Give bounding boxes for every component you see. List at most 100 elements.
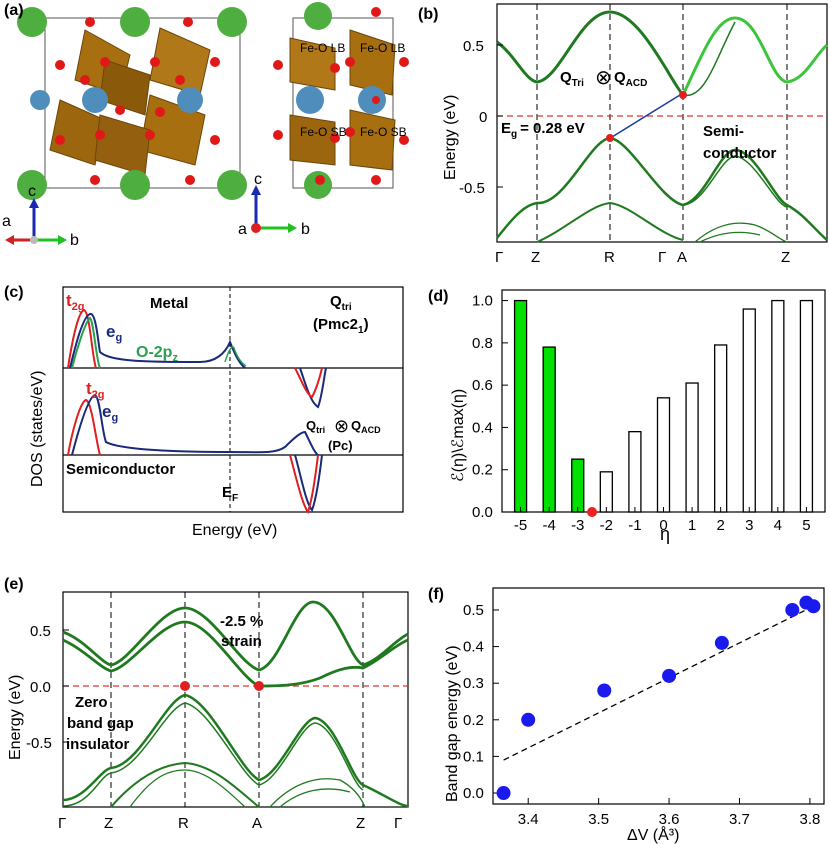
c-ylabel: DOS (states/eV) bbox=[29, 371, 46, 487]
b-annot-semi-2: conductor bbox=[703, 145, 776, 162]
b-ytick-1: 0.5 bbox=[463, 38, 484, 55]
c-top-title: Metal bbox=[150, 295, 188, 312]
atom-label-4: Fe-O SB bbox=[360, 125, 407, 139]
crystal-right-cell bbox=[273, 2, 409, 199]
d-xtick-label: 1 bbox=[688, 517, 696, 534]
e-ytick-3: -0.5 bbox=[26, 735, 52, 752]
c-bot-title: Semiconductor bbox=[66, 461, 175, 478]
d-transition-marker bbox=[587, 507, 598, 517]
panel-a-label: (a) bbox=[4, 2, 24, 19]
c-bot-t2g: t2g bbox=[86, 379, 105, 401]
d-ytick-label: 0.4 bbox=[472, 419, 493, 436]
d-xtick-label: -3 bbox=[571, 517, 584, 534]
bar-eta--2 bbox=[599, 471, 613, 513]
bar-eta--4 bbox=[542, 346, 556, 513]
scatter-chart-f: Band gap energy (eV) ΔV (Å³) 0.0 0.1 0.2 0.… bbox=[444, 587, 825, 844]
d-ytick-label: 0.2 bbox=[472, 462, 493, 479]
c-ef-label: EF bbox=[222, 484, 238, 504]
b-annot-otimes: ⊗ bbox=[595, 65, 612, 89]
f-ytick-label: 0.1 bbox=[463, 748, 484, 765]
panel-a: (a) bbox=[0, 0, 415, 255]
d-ytick-label: 0.0 bbox=[472, 504, 493, 521]
bar-chart-d: ℰ(η)\ℰmax(η) η 0.0 0.2 0.4 0.6 0.8 1.0 -5 -4 -3… bbox=[450, 289, 826, 544]
axes-triad-right: c a b bbox=[238, 171, 310, 238]
b-kpoint-3: R bbox=[604, 249, 615, 266]
atom-label-3: Fe-O SB bbox=[300, 125, 347, 139]
f-ytick-label: 0.0 bbox=[463, 785, 484, 802]
e-ylabel: Energy (eV) bbox=[7, 675, 24, 760]
f-data-point bbox=[597, 683, 612, 698]
f-data-point bbox=[806, 599, 821, 614]
f-xtick-label: 3.7 bbox=[729, 811, 750, 828]
e-annot-zero-1: Zero bbox=[75, 694, 108, 711]
f-data-point bbox=[496, 786, 511, 801]
b-annot-semi-1: Semi- bbox=[703, 123, 744, 140]
e-kpoint-3: R bbox=[178, 815, 189, 832]
atom-label-2: Fe-O LB bbox=[360, 41, 405, 55]
f-ytick-label: 0.3 bbox=[463, 675, 484, 692]
b-kpoint-6: Z bbox=[781, 249, 790, 266]
c-bot-q2: QACD bbox=[351, 418, 381, 435]
b-annot-qacd: QACD bbox=[614, 69, 647, 89]
b-annot-qtri: QTri bbox=[560, 69, 584, 89]
band-structure-e: 0.5 0.0 -0.5 Energy (eV) Γ Z R A Z Γ -2.… bbox=[7, 591, 409, 832]
f-xtick-label: 3.8 bbox=[799, 811, 820, 828]
bar-eta-0 bbox=[656, 397, 671, 513]
b-kpoint-4: Γ bbox=[658, 249, 666, 266]
b-kpoint-2: Z bbox=[531, 249, 540, 266]
d-xtick-label: -4 bbox=[542, 517, 555, 534]
d-xtick-label: -5 bbox=[514, 517, 527, 534]
e-kpoint-1: Γ bbox=[58, 815, 66, 832]
panel-c: (c) DOS (states/eV) Energy (eV) EF Metal… bbox=[0, 282, 415, 547]
c-top-group: (Pmc21) bbox=[313, 316, 369, 336]
e-kpoint-6: Γ bbox=[394, 815, 402, 832]
atom-label-1: Fe-O LB bbox=[300, 41, 345, 55]
f-xtick-label: 3.6 bbox=[659, 811, 680, 828]
f-ytick-label: 0.2 bbox=[463, 712, 484, 729]
d-xtick-label: -2 bbox=[600, 517, 613, 534]
c-bot-eg: eg bbox=[102, 402, 118, 424]
axis-a-right: a bbox=[238, 221, 247, 238]
d-xtick-label: 4 bbox=[774, 517, 782, 534]
e-marker-r bbox=[180, 681, 190, 691]
f-data-point bbox=[785, 602, 800, 617]
crystal-structure-image: Fe-O LB Fe-O LB Fe-O SB Fe-O SB c a b c … bbox=[2, 2, 409, 249]
bar-eta-2 bbox=[714, 344, 728, 513]
d-xlabel: η bbox=[660, 524, 670, 544]
b-kpoint-1: Γ bbox=[495, 249, 503, 266]
b-annot-gap: Eg = 0.28 eV bbox=[501, 120, 585, 140]
b-kpoint-5: A bbox=[677, 249, 687, 266]
d-ylabel: ℰ(η)\ℰmax(η) bbox=[450, 389, 467, 482]
e-annot-zero-2: band gap bbox=[67, 715, 134, 732]
panel-d-label: (d) bbox=[428, 288, 449, 305]
panel-d: (d) ℰ(η)\ℰmax(η) η 0.0 0.2 0.4 0.6 0.8 1.0 -5… bbox=[415, 282, 830, 547]
d-xtick-label: -1 bbox=[628, 517, 641, 534]
b-ytick-3: -0.5 bbox=[459, 180, 485, 197]
e-annot-strain-2: strain bbox=[221, 633, 262, 650]
e-kpoint-4: A bbox=[252, 815, 262, 832]
f-ytick-label: 0.5 bbox=[463, 602, 484, 619]
d-xtick-label: 0 bbox=[659, 517, 667, 534]
axis-c-left: c bbox=[28, 183, 36, 200]
f-xtick-label: 3.4 bbox=[518, 811, 539, 828]
axis-b-right: b bbox=[301, 221, 310, 238]
c-xlabel: Energy (eV) bbox=[192, 522, 277, 539]
b-ylabel: Energy (eV) bbox=[442, 95, 459, 180]
f-xtick-label: 3.5 bbox=[588, 811, 609, 828]
panel-f: (f) Band gap energy (eV) ΔV (Å³) 0.0 0.1 0… bbox=[415, 570, 830, 844]
c-top-q: Qtri bbox=[330, 293, 352, 313]
bar-eta--5 bbox=[513, 299, 528, 513]
c-top-o2p: O-2pz bbox=[136, 344, 178, 364]
cbm-marker bbox=[679, 91, 687, 99]
vbm-marker bbox=[606, 134, 614, 142]
panel-e: (e) 0.5 0.0 -0.5 Energy (eV) Γ Z R A Z Γ… bbox=[0, 570, 415, 844]
f-data-point bbox=[714, 635, 729, 650]
e-kpoint-2: Z bbox=[104, 815, 113, 832]
c-bot-group: (Pc) bbox=[328, 438, 353, 453]
axis-c-right: c bbox=[254, 171, 262, 188]
panel-b: (b) 0.5 0 -0.5 Energy (eV) Γ Z bbox=[415, 0, 830, 275]
bar-eta-3 bbox=[742, 308, 756, 513]
d-ytick-label: 0.8 bbox=[472, 335, 493, 352]
bar-eta--3 bbox=[571, 458, 585, 513]
axis-a-left: a bbox=[2, 213, 11, 230]
